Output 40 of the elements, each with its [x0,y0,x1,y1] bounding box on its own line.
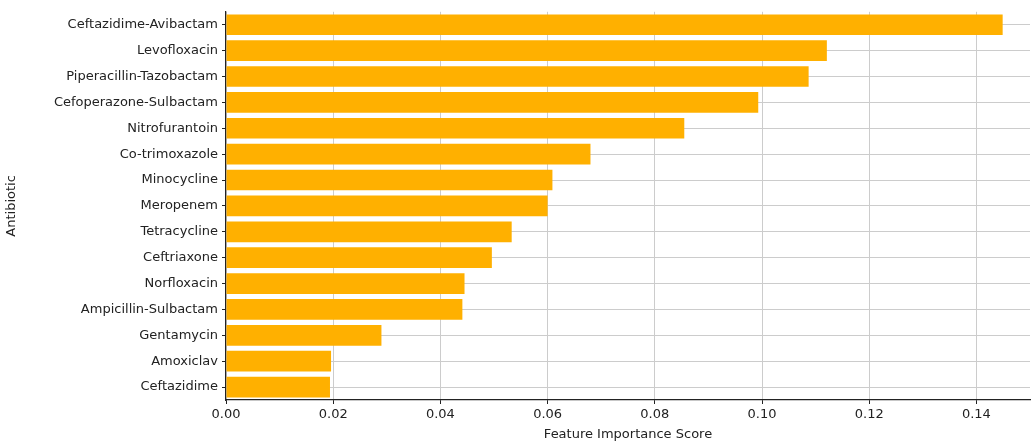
y-tick-label: Co-trimoxazole [119,145,218,161]
bar [226,273,465,294]
bar [226,117,685,139]
bar [226,247,492,269]
bar [226,14,1003,36]
y-axis-title: Antibiotic [3,175,19,237]
y-tick-label: Piperacillin-Tazobactam [66,67,218,83]
x-tick-label: 0.08 [640,406,670,422]
y-tick-label: Ceftazidime-Avibactam [67,16,218,32]
bar [226,299,463,320]
y-tick-label: Ceftriaxone [143,249,218,265]
bar [226,221,512,243]
bar [226,376,330,398]
bar [226,195,548,217]
x-tick-label: 0.00 [211,406,241,422]
y-tick-label: Tetracycline [139,223,218,239]
bar [226,324,382,346]
y-tick-label: Cefoperazone-Sulbactam [53,93,218,109]
y-tick-label: Nitrofurantoin [127,119,218,135]
y-tick-label: Levofloxacin [136,41,218,57]
x-tick-label: 0.10 [747,406,777,422]
x-tick-label: 0.04 [425,406,455,422]
x-tick-label: 0.12 [854,406,884,422]
y-tick-label: Norfloxacin [144,274,218,290]
x-axis-title: Feature Importance Score [543,425,713,441]
y-tick-label: Ampicillin-Sulbactam [80,300,218,316]
x-tick-label: 0.06 [533,406,563,422]
bar [226,66,809,87]
bar [226,169,553,191]
bar [226,350,332,372]
bar [226,40,827,61]
y-tick-label: Amoxiclav [151,352,219,368]
bar [226,143,591,165]
bar [226,92,759,113]
y-tick-label: Ceftazidime [140,378,218,394]
y-tick-label: Minocycline [141,171,218,187]
x-tick-label: 0.14 [961,406,991,422]
y-tick-label: Meropenem [140,197,218,213]
y-tick-label: Gentamycin [139,326,218,342]
x-tick-label: 0.02 [318,406,348,422]
